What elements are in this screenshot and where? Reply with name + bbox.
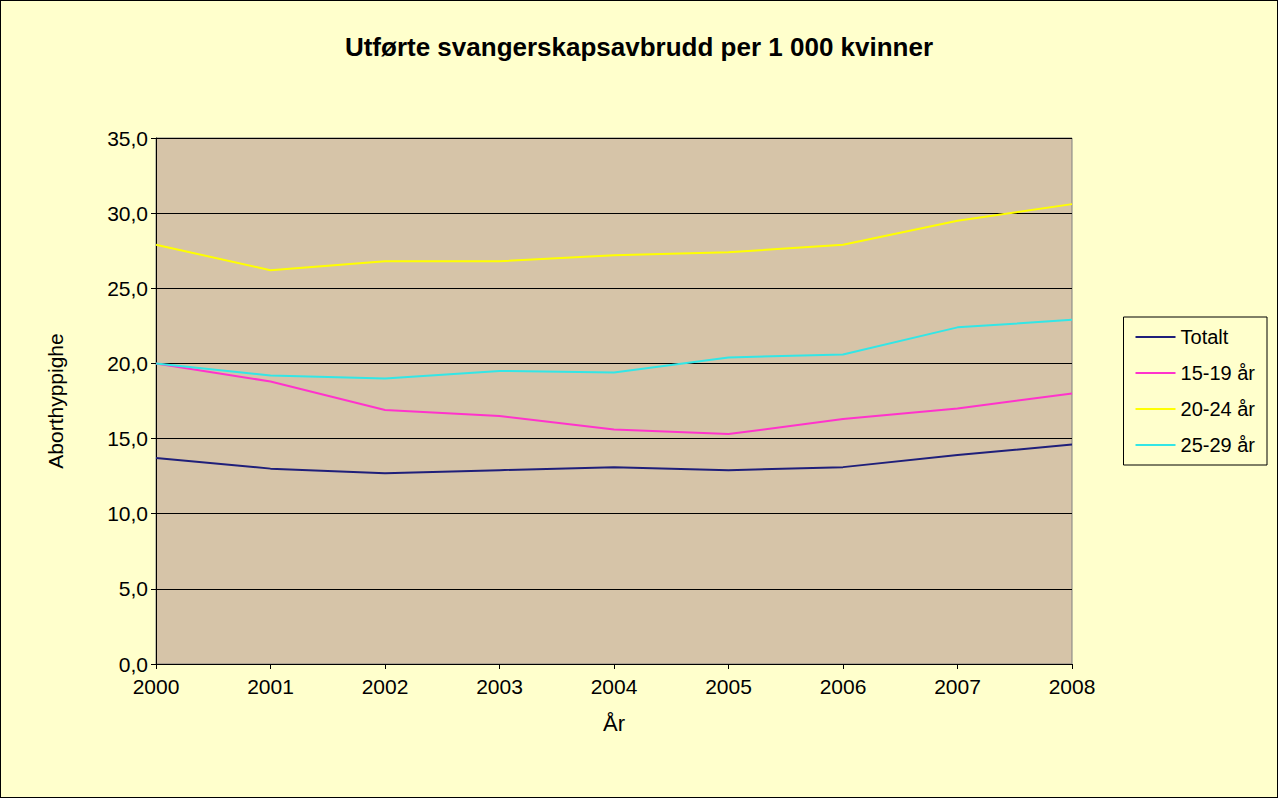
svg-text:2008: 2008 — [1049, 675, 1096, 698]
svg-text:2006: 2006 — [820, 675, 867, 698]
svg-text:2001: 2001 — [247, 675, 294, 698]
svg-text:2000: 2000 — [133, 675, 180, 698]
svg-text:Aborthyppighe: Aborthyppighe — [44, 333, 67, 468]
svg-text:20-24 år: 20-24 år — [1181, 398, 1256, 420]
svg-text:5,0: 5,0 — [119, 577, 148, 600]
svg-text:35,0: 35,0 — [107, 127, 148, 150]
svg-text:20,0: 20,0 — [107, 352, 148, 375]
svg-text:25,0: 25,0 — [107, 277, 148, 300]
svg-text:Utførte svangerskapsavbrudd pe: Utførte svangerskapsavbrudd per 1 000 kv… — [345, 32, 933, 62]
svg-text:Totalt: Totalt — [1181, 326, 1229, 348]
svg-text:30,0: 30,0 — [107, 202, 148, 225]
svg-text:10,0: 10,0 — [107, 502, 148, 525]
svg-text:2002: 2002 — [362, 675, 409, 698]
svg-text:25-29 år: 25-29 år — [1181, 434, 1256, 456]
svg-text:15,0: 15,0 — [107, 427, 148, 450]
svg-text:2003: 2003 — [476, 675, 523, 698]
svg-text:År: År — [603, 711, 625, 736]
svg-text:0,0: 0,0 — [119, 653, 148, 676]
svg-text:2004: 2004 — [591, 675, 638, 698]
svg-text:2005: 2005 — [705, 675, 752, 698]
svg-text:15-19 år: 15-19 år — [1181, 362, 1256, 384]
svg-text:2007: 2007 — [934, 675, 981, 698]
